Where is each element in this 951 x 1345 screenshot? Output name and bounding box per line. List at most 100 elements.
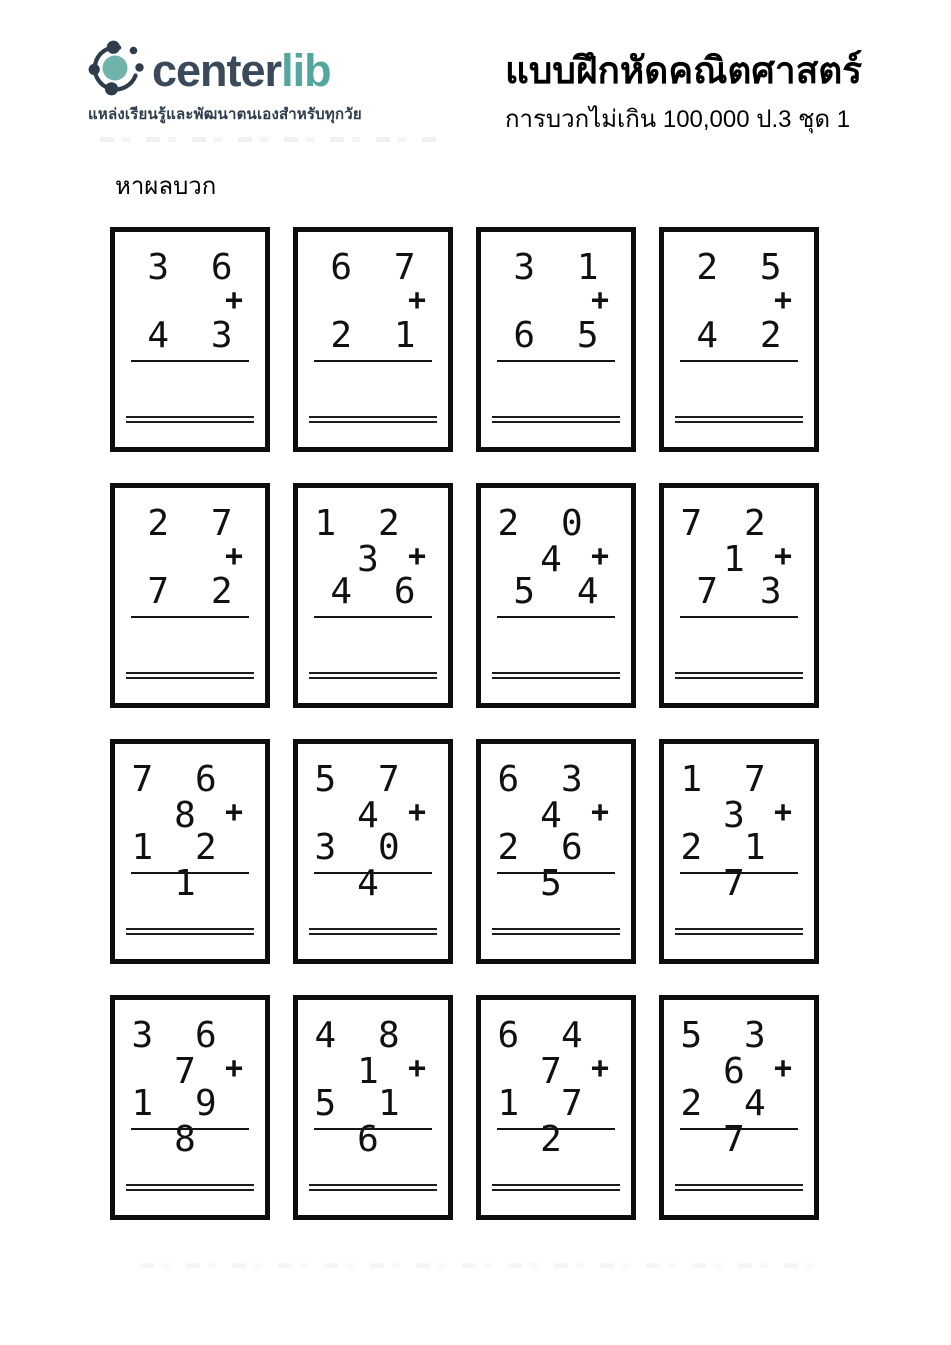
addend-bottom: 2 6 5 <box>497 827 625 904</box>
answer-double-line <box>309 1184 437 1191</box>
plus-sign: + <box>773 1051 792 1086</box>
plus-sign: + <box>407 795 426 830</box>
plus-sign: + <box>773 795 792 830</box>
sum-line <box>680 360 798 362</box>
sum-line <box>131 616 249 618</box>
plus-sign: + <box>590 539 609 574</box>
problem-card: 7 2 1 + 7 3 <box>659 483 819 708</box>
addend-top: 6 7 <box>330 247 426 288</box>
answer-space <box>491 1132 621 1182</box>
plus-sign: + <box>590 1051 609 1086</box>
problem-card: 6 3 4 + 2 6 5 <box>476 739 636 964</box>
answer-double-line <box>309 672 437 679</box>
sum-line <box>497 616 615 618</box>
sum-line <box>497 872 615 874</box>
answer-double-line <box>126 672 254 679</box>
plus-sign: + <box>773 283 792 318</box>
addend-top: 1 2 3 <box>314 503 442 580</box>
plus-sign: + <box>407 283 426 318</box>
answer-double-line <box>492 1184 620 1191</box>
addend-bottom: 7 3 <box>696 571 792 612</box>
answer-space <box>491 876 621 926</box>
answer-space <box>125 620 255 670</box>
addend-top: 7 6 8 <box>131 759 259 836</box>
worksheet-subtitle: การบวกไม่เกิน 100,000 ป.3 ชุด 1 <box>505 106 851 134</box>
addend-top: 2 0 4 <box>497 503 625 580</box>
sum-line <box>314 1128 432 1130</box>
sum-line <box>497 360 615 362</box>
addend-top: 4 8 1 <box>314 1015 442 1092</box>
sum-line <box>131 360 249 362</box>
worksheet-header: แบบฝึกหัดคณิตศาสตร์ การบวกไม่เกิน 100,00… <box>505 48 905 138</box>
problem-card: 5 7 4 + 3 0 4 <box>293 739 453 964</box>
problem-card: 7 6 8 + 1 2 1 <box>110 739 270 964</box>
clipped-text-artifact-bottom <box>140 1263 830 1268</box>
problems-grid: 3 6 + 4 3 6 7 + 2 1 3 1 + 6 5 2 5 + 4 2 … <box>110 227 819 1220</box>
problem-card: 3 6 + 4 3 <box>110 227 270 452</box>
addend-top: 3 6 7 <box>131 1015 259 1092</box>
plus-sign: + <box>773 539 792 574</box>
sum-line <box>314 616 432 618</box>
problem-card: 1 7 3 + 2 1 7 <box>659 739 819 964</box>
answer-double-line <box>492 928 620 935</box>
problem-card: 3 1 + 6 5 <box>476 227 636 452</box>
worksheet-title: แบบฝึกหัดคณิตศาสตร์ <box>505 50 863 91</box>
problem-card: 1 2 3 + 4 6 <box>293 483 453 708</box>
answer-double-line <box>675 672 803 679</box>
plus-sign: + <box>590 283 609 318</box>
problem-card: 5 3 6 + 2 4 7 <box>659 995 819 1220</box>
answer-space <box>125 1132 255 1182</box>
answer-space <box>674 620 804 670</box>
sum-line <box>314 872 432 874</box>
brand-name-center: center <box>152 44 282 96</box>
answer-double-line <box>675 1184 803 1191</box>
answer-double-line <box>492 672 620 679</box>
problem-card: 6 4 7 + 1 7 2 <box>476 995 636 1220</box>
addend-top: 7 2 1 <box>680 503 808 580</box>
answer-space <box>308 1132 438 1182</box>
plus-sign: + <box>224 795 243 830</box>
centerlib-logo-icon <box>88 40 144 96</box>
answer-double-line <box>126 416 254 423</box>
addend-top: 6 3 4 <box>497 759 625 836</box>
brand-name-lib: lib <box>281 44 331 96</box>
addend-bottom: 5 1 6 <box>314 1083 442 1160</box>
answer-double-line <box>675 416 803 423</box>
addend-top: 3 1 <box>513 247 609 288</box>
addend-top: 1 7 3 <box>680 759 808 836</box>
plus-sign: + <box>590 795 609 830</box>
addend-top: 5 7 4 <box>314 759 442 836</box>
addend-bottom: 5 4 <box>513 571 609 612</box>
sum-line <box>680 616 798 618</box>
addend-bottom: 1 9 8 <box>131 1083 259 1160</box>
logo-tagline: แหล่งเรียนรู้และพัฒนาตนเองสำหรับทุกวัย <box>88 106 362 123</box>
addend-bottom: 3 0 4 <box>314 827 442 904</box>
sum-line <box>314 360 432 362</box>
answer-double-line <box>309 928 437 935</box>
answer-space <box>308 876 438 926</box>
answer-space <box>491 620 621 670</box>
addend-top: 2 5 <box>696 247 792 288</box>
addend-bottom: 1 2 1 <box>131 827 259 904</box>
addend-bottom: 6 5 <box>513 315 609 356</box>
sum-line <box>680 1128 798 1130</box>
sum-line <box>131 1128 249 1130</box>
problem-card: 4 8 1 + 5 1 6 <box>293 995 453 1220</box>
answer-space <box>308 620 438 670</box>
answer-double-line <box>126 1184 254 1191</box>
problem-card: 2 5 + 4 2 <box>659 227 819 452</box>
clipped-text-artifact-top <box>100 137 440 142</box>
problem-card: 2 0 4 + 5 4 <box>476 483 636 708</box>
problem-card: 6 7 + 2 1 <box>293 227 453 452</box>
plus-sign: + <box>224 1051 243 1086</box>
instruction-label: หาผลบวก <box>115 173 217 200</box>
sum-line <box>497 1128 615 1130</box>
answer-space <box>491 364 621 414</box>
answer-double-line <box>126 928 254 935</box>
problem-card: 2 7 + 7 2 <box>110 483 270 708</box>
problem-card: 3 6 7 + 1 9 8 <box>110 995 270 1220</box>
answer-space <box>674 1132 804 1182</box>
sum-line <box>131 872 249 874</box>
sum-line <box>680 872 798 874</box>
answer-space <box>125 364 255 414</box>
